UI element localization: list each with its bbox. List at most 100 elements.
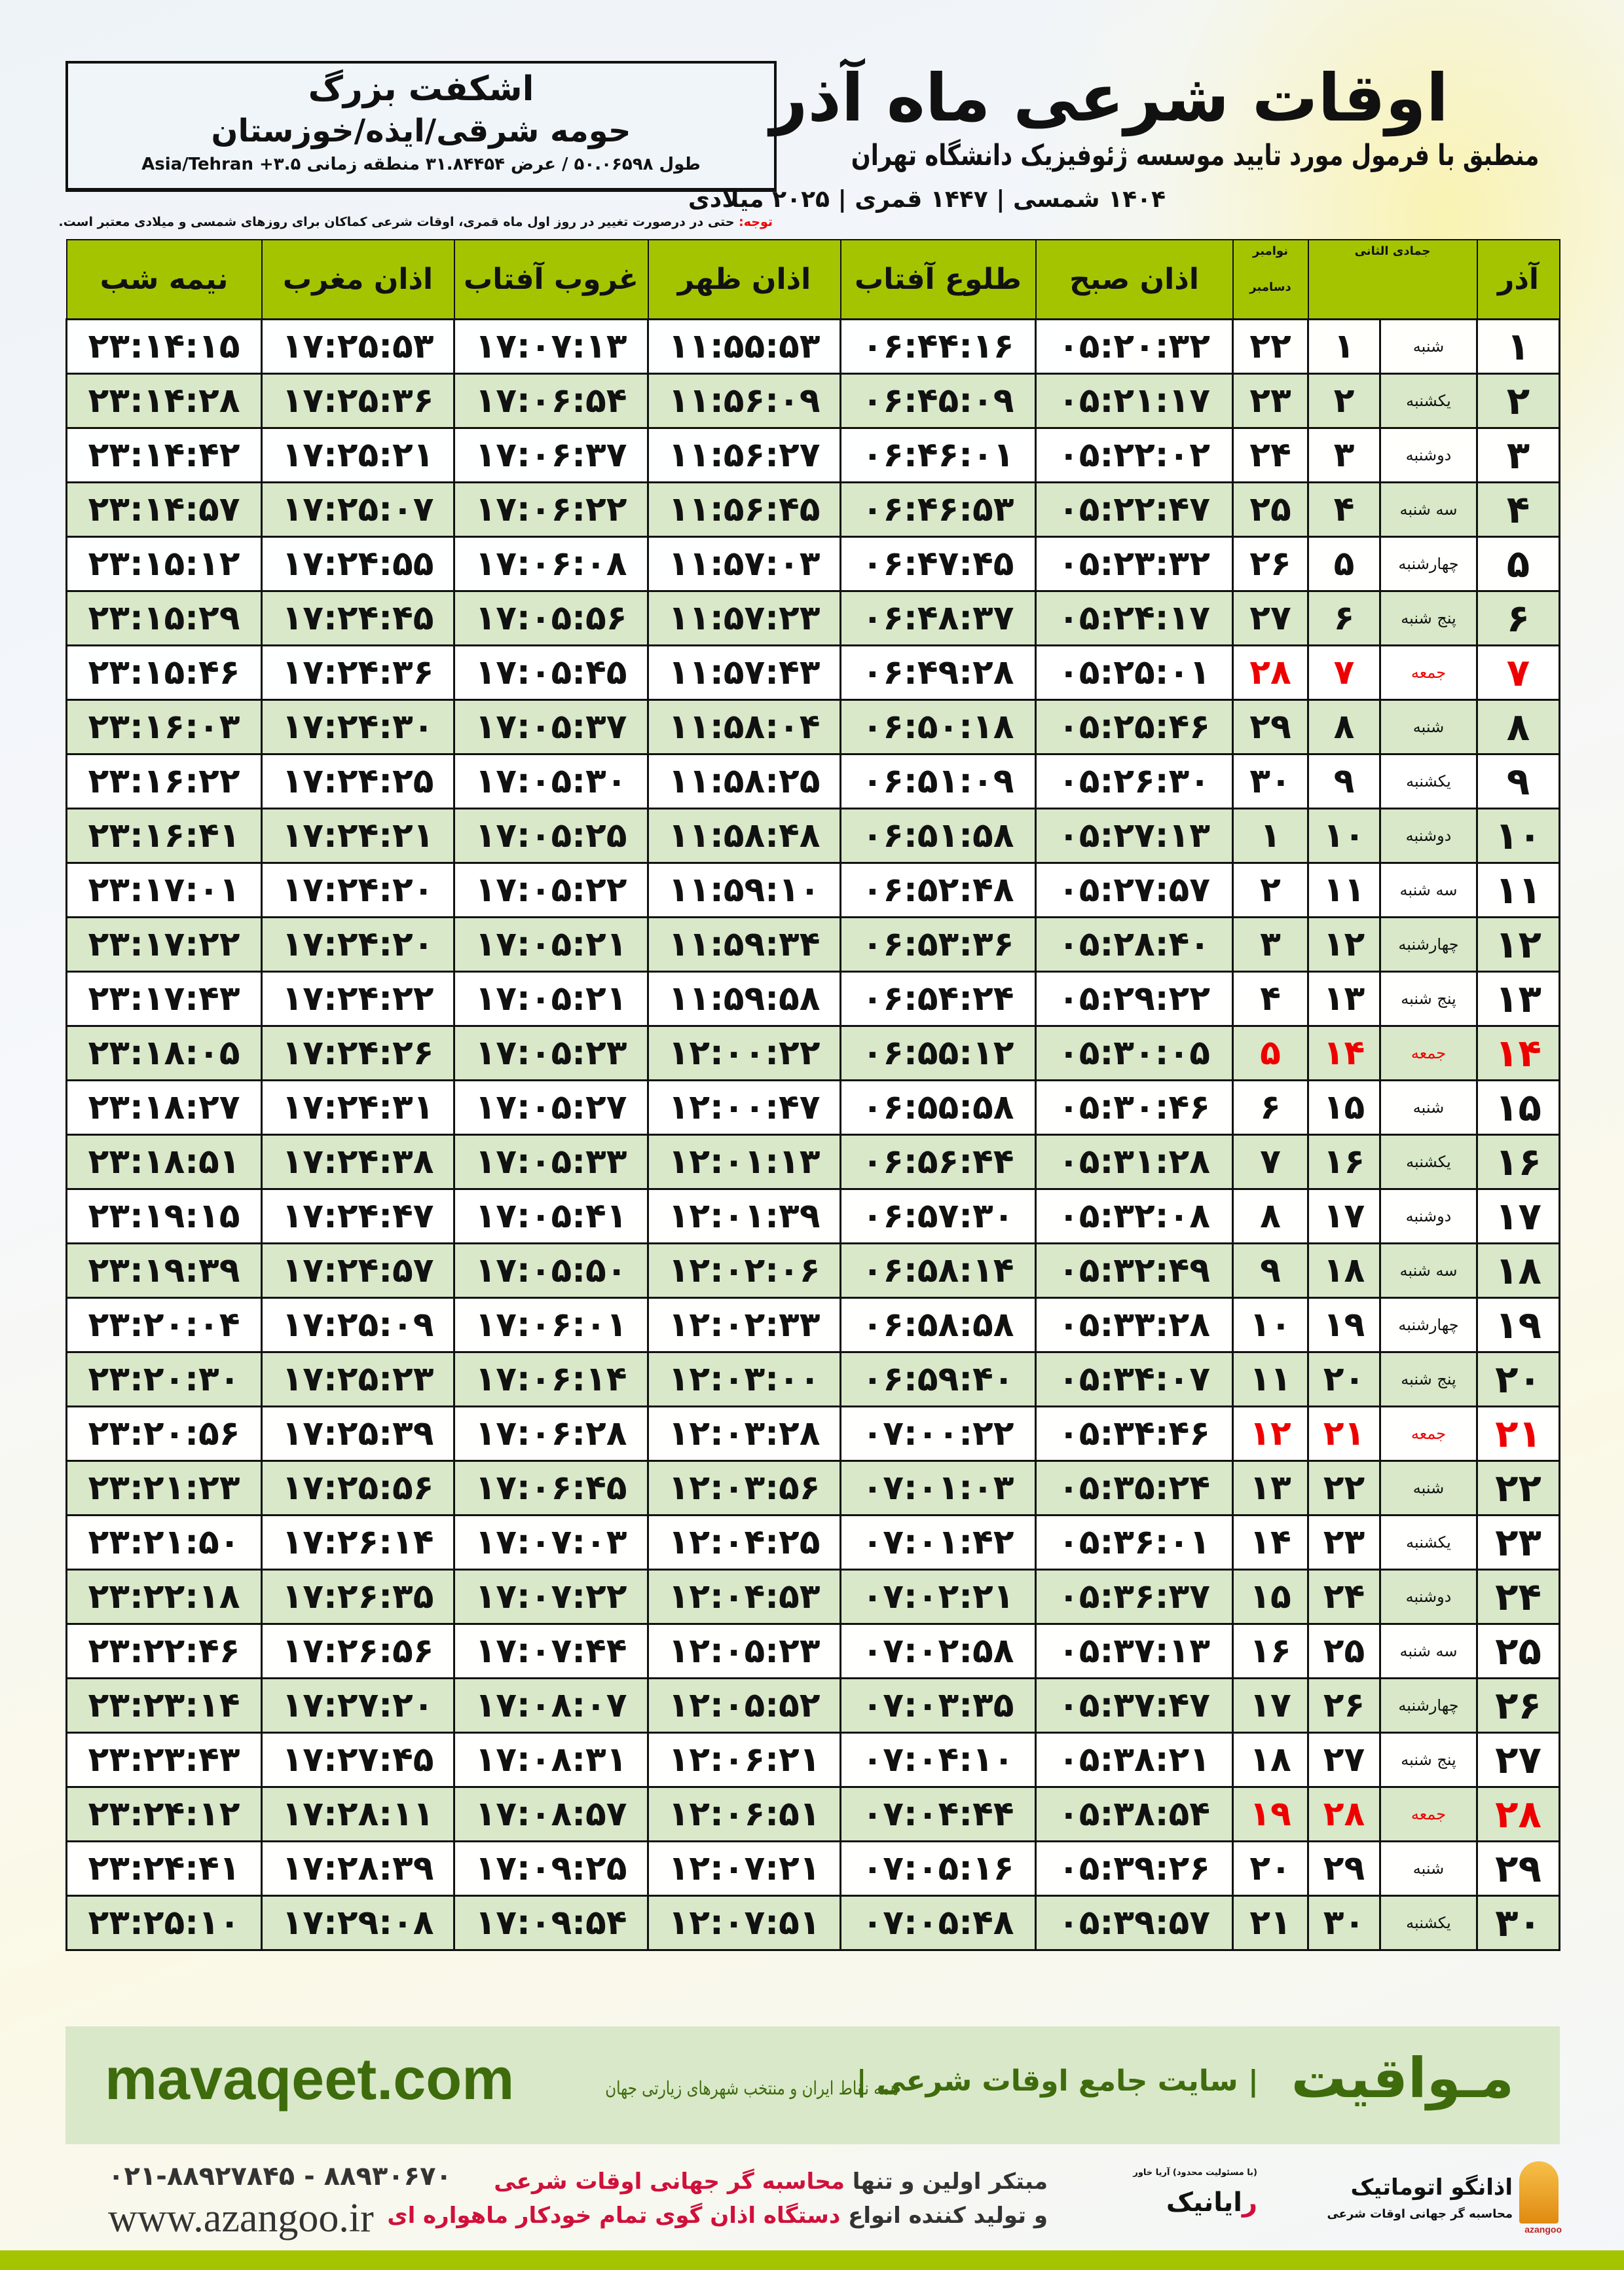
cell-midnight: ۲۳:۲۳:۱۴	[65, 1677, 263, 1734]
cell-day: ۱۹	[1476, 1297, 1560, 1353]
table-row: ۶ پنج شنبه ۶ ۲۷ ۰۵:۲۴:۱۷ ۰۶:۴۸:۳۷ ۱۱:۵۷:۲۳ ۱۷:۰…	[65, 590, 1560, 646]
cell-day: ۱۵	[1476, 1079, 1560, 1136]
cell-midnight: ۲۳:۱۶:۲۲	[65, 753, 263, 809]
cell-weekday: دوشنبه	[1379, 427, 1478, 483]
cell-sunset: ۱۷:۰۶:۲۸	[453, 1405, 649, 1462]
cell-dhuhr: ۱۲:۰۲:۳۳	[647, 1297, 841, 1353]
cell-fajr: ۰۵:۲۵:۴۶	[1035, 699, 1234, 755]
cell-dhuhr: ۱۱:۵۷:۲۳	[647, 590, 841, 646]
cell-sunrise: ۰۶:۵۱:۵۸	[840, 808, 1037, 864]
col-maghrib: اذان مغرب	[261, 239, 455, 320]
cell-dhuhr: ۱۲:۰۰:۲۲	[647, 1025, 841, 1081]
cell-dhuhr: ۱۱:۵۵:۵۳	[647, 318, 841, 375]
cell-hijri-day: ۱۵	[1307, 1079, 1381, 1136]
site-link[interactable]: mavaqeet.com	[105, 2047, 515, 2112]
cell-day: ۲۵	[1476, 1623, 1560, 1679]
cell-greg-day: ۸	[1232, 1188, 1309, 1244]
cell-dhuhr: ۱۱:۵۸:۴۸	[647, 808, 841, 864]
cell-dhuhr: ۱۱:۵۹:۱۰	[647, 862, 841, 918]
cell-fajr: ۰۵:۳۲:۴۹	[1035, 1242, 1234, 1299]
cell-greg-day: ۱۶	[1232, 1623, 1309, 1679]
cell-fajr: ۰۵:۳۳:۲۸	[1035, 1297, 1234, 1353]
cell-dhuhr: ۱۲:۰۵:۲۳	[647, 1623, 841, 1679]
page-title: اوقات شرعی ماه آذر	[769, 60, 1449, 136]
cell-midnight: ۲۳:۲۲:۱۸	[65, 1569, 263, 1625]
cell-hijri-day: ۱۶	[1307, 1134, 1381, 1190]
cell-sunrise: ۰۶:۵۴:۲۴	[840, 971, 1037, 1027]
cell-dhuhr: ۱۱:۵۶:۴۵	[647, 481, 841, 538]
year-line: ۱۴۰۴ شمسی | ۱۴۴۷ قمری | ۲۰۲۵ میلادی	[688, 186, 1166, 213]
cell-day: ۸	[1476, 699, 1560, 755]
cell-greg-day: ۱۳	[1232, 1460, 1309, 1516]
cell-sunrise: ۰۷:۰۴:۱۰	[840, 1732, 1037, 1788]
cell-maghrib: ۱۷:۲۸:۳۹	[261, 1840, 455, 1897]
cell-fajr: ۰۵:۲۱:۱۷	[1035, 373, 1234, 429]
col-midnight: نیمه شب	[65, 239, 263, 320]
cell-weekday: پنج شنبه	[1379, 1351, 1478, 1407]
cell-midnight: ۲۳:۱۵:۲۹	[65, 590, 263, 646]
cell-weekday: یکشنبه	[1379, 373, 1478, 429]
cell-sunrise: ۰۶:۴۶:۵۳	[840, 481, 1037, 538]
cell-weekday: دوشنبه	[1379, 808, 1478, 864]
cell-maghrib: ۱۷:۲۴:۵۷	[261, 1242, 455, 1299]
cell-day: ۵	[1476, 536, 1560, 592]
cell-weekday: شنبه	[1379, 318, 1478, 375]
cell-fajr: ۰۵:۲۸:۴۰	[1035, 916, 1234, 973]
cell-sunset: ۱۷:۰۵:۲۷	[453, 1079, 649, 1136]
cell-maghrib: ۱۷:۲۶:۳۵	[261, 1569, 455, 1625]
logo2-rest: ایانیک	[1166, 2187, 1242, 2218]
cell-dhuhr: ۱۲:۰۳:۰۰	[647, 1351, 841, 1407]
cell-sunset: ۱۷:۰۵:۳۷	[453, 699, 649, 755]
cell-dhuhr: ۱۲:۰۳:۵۶	[647, 1460, 841, 1516]
table-row: ۲۱ جمعه ۲۱ ۱۲ ۰۵:۳۴:۴۶ ۰۷:۰۰:۲۲ ۱۲:۰۳:۲۸ ۱۷:۰۶:…	[65, 1405, 1560, 1462]
cell-weekday: پنج شنبه	[1379, 971, 1478, 1027]
desc-2b: دستگاه اذان گوی تمام خودکار ماهواره ای	[387, 2203, 841, 2229]
cell-maghrib: ۱۷:۲۴:۲۰	[261, 862, 455, 918]
cell-sunset: ۱۷:۰۵:۴۱	[453, 1188, 649, 1244]
cell-sunrise: ۰۷:۰۲:۲۱	[840, 1569, 1037, 1625]
cell-greg-day: ۱۹	[1232, 1786, 1309, 1842]
table-row: ۲۹ شنبه ۲۹ ۲۰ ۰۵:۳۹:۲۶ ۰۷:۰۵:۱۶ ۱۲:۰۷:۲۱ ۱۷:۰۹:…	[65, 1840, 1560, 1897]
cell-weekday: یکشنبه	[1379, 753, 1478, 809]
table-row: ۷ جمعه ۷ ۲۸ ۰۵:۲۵:۰۱ ۰۶:۴۹:۲۸ ۱۱:۵۷:۴۳ ۱۷:۰۵:۴۵…	[65, 644, 1560, 701]
cell-sunrise: ۰۶:۵۸:۱۴	[840, 1242, 1037, 1299]
table-row: ۵ چهارشنبه ۵ ۲۶ ۰۵:۲۳:۳۲ ۰۶:۴۷:۴۵ ۱۱:۵۷:۰۳ ۱۷:۰…	[65, 536, 1560, 592]
cell-fajr: ۰۵:۲۹:۲۲	[1035, 971, 1234, 1027]
cell-sunset: ۱۷:۰۶:۵۴	[453, 373, 649, 429]
cell-sunrise: ۰۷:۰۵:۱۶	[840, 1840, 1037, 1897]
cell-hijri-day: ۱۷	[1307, 1188, 1381, 1244]
cell-weekday: چهارشنبه	[1379, 916, 1478, 973]
cell-midnight: ۲۳:۲۵:۱۰	[65, 1895, 263, 1951]
cell-maghrib: ۱۷:۲۴:۴۷	[261, 1188, 455, 1244]
cell-sunset: ۱۷:۰۷:۲۲	[453, 1569, 649, 1625]
cell-fajr: ۰۵:۳۴:۴۶	[1035, 1405, 1234, 1462]
cell-sunrise: ۰۶:۵۲:۴۸	[840, 862, 1037, 918]
cell-sunrise: ۰۶:۵۷:۳۰	[840, 1188, 1037, 1244]
cell-hijri-day: ۲۷	[1307, 1732, 1381, 1788]
cell-maghrib: ۱۷:۲۴:۲۱	[261, 808, 455, 864]
cell-sunrise: ۰۶:۴۶:۰۱	[840, 427, 1037, 483]
company-website[interactable]: www.azangoo.ir	[108, 2196, 374, 2241]
cell-maghrib: ۱۷:۲۶:۵۶	[261, 1623, 455, 1679]
cell-dhuhr: ۱۱:۵۸:۲۵	[647, 753, 841, 809]
cell-midnight: ۲۳:۲۴:۴۱	[65, 1840, 263, 1897]
cell-weekday: دوشنبه	[1379, 1188, 1478, 1244]
region-name: حومه شرقی/ایذه/خوزستان	[211, 113, 631, 149]
cell-dhuhr: ۱۲:۰۷:۵۱	[647, 1895, 841, 1951]
cell-day: ۲۶	[1476, 1677, 1560, 1734]
cell-sunrise: ۰۶:۵۵:۱۲	[840, 1025, 1037, 1081]
cell-weekday: پنج شنبه	[1379, 1732, 1478, 1788]
cell-day: ۱۶	[1476, 1134, 1560, 1190]
cell-sunset: ۱۷:۰۵:۲۱	[453, 916, 649, 973]
cell-fajr: ۰۵:۳۹:۲۶	[1035, 1840, 1234, 1897]
table-row: ۱۶ یکشنبه ۱۶ ۷ ۰۵:۳۱:۲۸ ۰۶:۵۶:۴۴ ۱۲:۰۱:۱۳ ۱۷:۰۵…	[65, 1134, 1560, 1190]
cell-weekday: جمعه	[1379, 644, 1478, 701]
cell-maghrib: ۱۷:۲۴:۲۶	[261, 1025, 455, 1081]
table-row: ۲۸ جمعه ۲۸ ۱۹ ۰۵:۳۸:۵۴ ۰۷:۰۴:۴۴ ۱۲:۰۶:۵۱ ۱۷:۰۸:…	[65, 1786, 1560, 1842]
cell-fajr: ۰۵:۳۶:۰۱	[1035, 1514, 1234, 1571]
cell-dhuhr: ۱۱:۵۹:۵۸	[647, 971, 841, 1027]
cell-sunset: ۱۷:۰۵:۲۳	[453, 1025, 649, 1081]
cell-hijri-day: ۲۹	[1307, 1840, 1381, 1897]
cell-midnight: ۲۳:۱۹:۱۵	[65, 1188, 263, 1244]
cell-greg-day: ۲۵	[1232, 481, 1309, 538]
